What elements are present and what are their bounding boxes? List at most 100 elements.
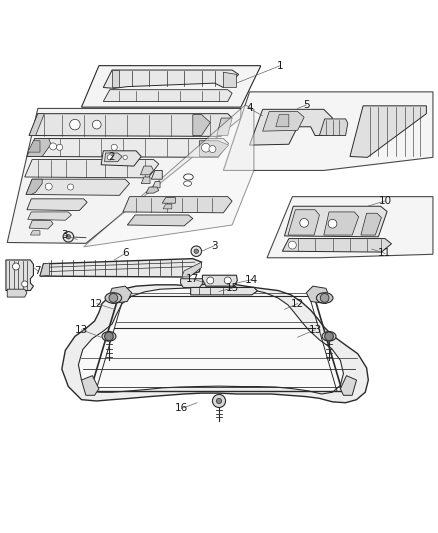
Polygon shape [162, 198, 175, 203]
Polygon shape [7, 108, 241, 244]
Polygon shape [276, 115, 289, 127]
Polygon shape [29, 114, 44, 135]
Text: 4: 4 [246, 103, 253, 114]
Polygon shape [223, 92, 433, 171]
Text: 16: 16 [175, 403, 188, 414]
Text: 12: 12 [291, 298, 304, 309]
Polygon shape [27, 139, 229, 157]
Polygon shape [28, 141, 40, 152]
Circle shape [45, 183, 52, 190]
Text: 15: 15 [226, 284, 239, 293]
Text: 7: 7 [35, 266, 41, 276]
Text: 17: 17 [186, 274, 199, 284]
Polygon shape [340, 376, 357, 395]
Text: 2: 2 [109, 152, 115, 163]
Polygon shape [141, 166, 153, 175]
Circle shape [201, 143, 210, 152]
Polygon shape [26, 179, 130, 195]
Polygon shape [151, 171, 162, 179]
Circle shape [105, 332, 113, 341]
Polygon shape [267, 197, 433, 258]
Polygon shape [182, 262, 201, 277]
Polygon shape [109, 286, 132, 304]
Polygon shape [7, 289, 27, 297]
Polygon shape [101, 151, 141, 166]
Circle shape [21, 281, 28, 287]
Circle shape [328, 220, 337, 228]
Polygon shape [29, 114, 232, 136]
Circle shape [123, 155, 127, 159]
Circle shape [191, 246, 201, 256]
Polygon shape [146, 187, 159, 193]
Text: 1: 1 [277, 61, 283, 71]
Polygon shape [263, 111, 304, 131]
Polygon shape [28, 212, 71, 220]
Text: 6: 6 [122, 248, 128, 259]
Polygon shape [6, 260, 33, 290]
Polygon shape [27, 139, 51, 157]
Polygon shape [84, 105, 254, 247]
Circle shape [66, 235, 71, 239]
Text: 3: 3 [211, 240, 218, 251]
Polygon shape [62, 283, 368, 403]
Polygon shape [78, 287, 343, 394]
Polygon shape [127, 215, 193, 226]
Polygon shape [123, 197, 232, 213]
Polygon shape [105, 153, 122, 161]
Circle shape [325, 332, 333, 341]
Circle shape [209, 146, 216, 152]
Polygon shape [319, 119, 348, 135]
Polygon shape [141, 177, 150, 183]
Ellipse shape [322, 332, 336, 341]
Ellipse shape [102, 332, 116, 341]
Polygon shape [350, 106, 426, 157]
Circle shape [288, 241, 296, 249]
Polygon shape [283, 239, 392, 252]
Text: 10: 10 [378, 196, 392, 206]
Polygon shape [30, 231, 40, 235]
Polygon shape [112, 70, 119, 87]
Polygon shape [180, 279, 202, 287]
Circle shape [224, 277, 231, 284]
Text: 3: 3 [61, 230, 67, 240]
Circle shape [207, 277, 214, 284]
Polygon shape [29, 221, 53, 229]
Circle shape [194, 249, 198, 253]
Text: 5: 5 [303, 100, 310, 110]
Polygon shape [81, 66, 261, 107]
Polygon shape [191, 287, 258, 295]
Polygon shape [81, 376, 99, 395]
Polygon shape [250, 109, 332, 145]
Circle shape [216, 398, 222, 403]
Polygon shape [306, 286, 329, 304]
Polygon shape [25, 159, 159, 178]
Polygon shape [285, 206, 387, 237]
Polygon shape [193, 115, 210, 135]
Circle shape [109, 294, 118, 302]
Polygon shape [163, 204, 172, 209]
Text: 11: 11 [378, 248, 392, 259]
Polygon shape [40, 263, 49, 276]
Polygon shape [26, 179, 42, 195]
Circle shape [212, 394, 226, 408]
Circle shape [67, 184, 74, 190]
Polygon shape [152, 181, 160, 188]
Circle shape [70, 119, 80, 130]
Polygon shape [223, 72, 237, 87]
Ellipse shape [316, 293, 333, 303]
Polygon shape [202, 275, 237, 286]
Circle shape [12, 263, 19, 270]
Circle shape [111, 144, 117, 150]
Ellipse shape [184, 174, 193, 180]
Circle shape [320, 294, 329, 302]
Polygon shape [288, 210, 319, 235]
Polygon shape [103, 70, 239, 88]
Polygon shape [27, 199, 87, 211]
Circle shape [107, 155, 113, 160]
Circle shape [57, 144, 63, 150]
Circle shape [63, 231, 74, 242]
Circle shape [300, 219, 308, 227]
Circle shape [92, 120, 101, 129]
Polygon shape [217, 118, 232, 135]
Text: 12: 12 [90, 298, 103, 309]
